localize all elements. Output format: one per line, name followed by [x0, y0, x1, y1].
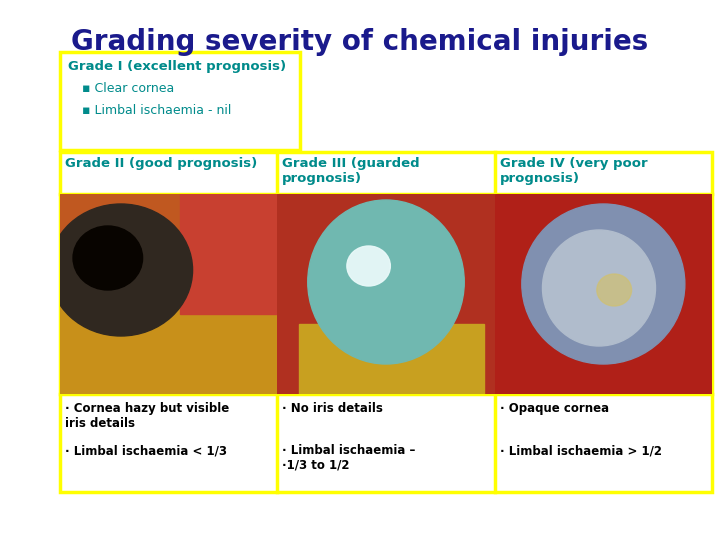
Text: ▪ Clear cornea: ▪ Clear cornea [82, 82, 174, 95]
FancyBboxPatch shape [60, 304, 277, 394]
Text: · No iris details: · No iris details [282, 402, 383, 415]
Circle shape [597, 274, 631, 306]
Bar [60, 152, 712, 492]
Text: · Limbal ischaemia < 1/3: · Limbal ischaemia < 1/3 [65, 444, 227, 457]
Text: · Limbal ischaemia > 1/2: · Limbal ischaemia > 1/2 [500, 444, 662, 457]
Ellipse shape [542, 230, 655, 346]
Text: Grade IV (very poor
prognosis): Grade IV (very poor prognosis) [500, 157, 647, 185]
Circle shape [73, 226, 143, 290]
FancyBboxPatch shape [179, 184, 288, 314]
Text: ▪ Limbal ischaemia - nil: ▪ Limbal ischaemia - nil [82, 104, 231, 117]
FancyBboxPatch shape [299, 324, 484, 394]
Text: Grade I (excellent prognosis): Grade I (excellent prognosis) [68, 60, 286, 73]
Ellipse shape [307, 200, 464, 364]
Circle shape [347, 246, 390, 286]
Text: · Opaque cornea: · Opaque cornea [500, 402, 609, 415]
Text: · Cornea hazy but visible
iris details: · Cornea hazy but visible iris details [65, 402, 229, 430]
Ellipse shape [522, 204, 685, 364]
Bar [60, 52, 300, 150]
Text: · Limbal ischaemia –
·1/3 to 1/2: · Limbal ischaemia – ·1/3 to 1/2 [282, 444, 415, 472]
Text: Grade II (good prognosis): Grade II (good prognosis) [65, 157, 257, 170]
Text: Grade III (guarded
prognosis): Grade III (guarded prognosis) [282, 157, 420, 185]
Text: Grading severity of chemical injuries: Grading severity of chemical injuries [71, 28, 649, 56]
Circle shape [49, 204, 192, 336]
